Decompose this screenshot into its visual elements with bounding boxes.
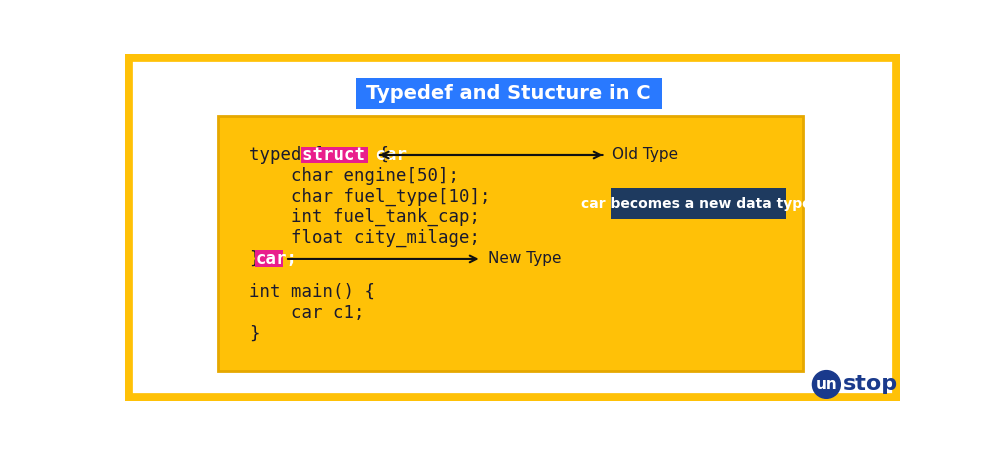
Text: car becomes a new data type.: car becomes a new data type. — [581, 197, 816, 211]
Text: {: { — [368, 146, 389, 164]
FancyBboxPatch shape — [611, 189, 786, 219]
Text: }: } — [249, 250, 260, 268]
Text: un: un — [816, 377, 837, 392]
Circle shape — [812, 371, 840, 398]
Text: int fuel_tank_cap;: int fuel_tank_cap; — [249, 208, 480, 226]
Text: }: } — [249, 325, 260, 343]
Text: Old Type: Old Type — [612, 147, 678, 162]
Text: car;: car; — [256, 250, 298, 268]
Text: Typedef and Stucture in C: Typedef and Stucture in C — [366, 84, 651, 103]
FancyBboxPatch shape — [255, 250, 283, 267]
Text: float city_milage;: float city_milage; — [249, 229, 480, 247]
FancyBboxPatch shape — [356, 78, 662, 109]
Text: char fuel_type[10];: char fuel_type[10]; — [249, 188, 490, 206]
Text: car c1;: car c1; — [249, 304, 364, 322]
Text: struct car: struct car — [302, 146, 407, 164]
Text: New Type: New Type — [488, 252, 561, 267]
Text: typedef: typedef — [249, 146, 333, 164]
FancyBboxPatch shape — [301, 147, 368, 163]
Text: char engine[50];: char engine[50]; — [249, 167, 459, 185]
Text: int main() {: int main() { — [249, 283, 375, 301]
Text: stop: stop — [843, 374, 898, 395]
FancyBboxPatch shape — [218, 116, 803, 371]
